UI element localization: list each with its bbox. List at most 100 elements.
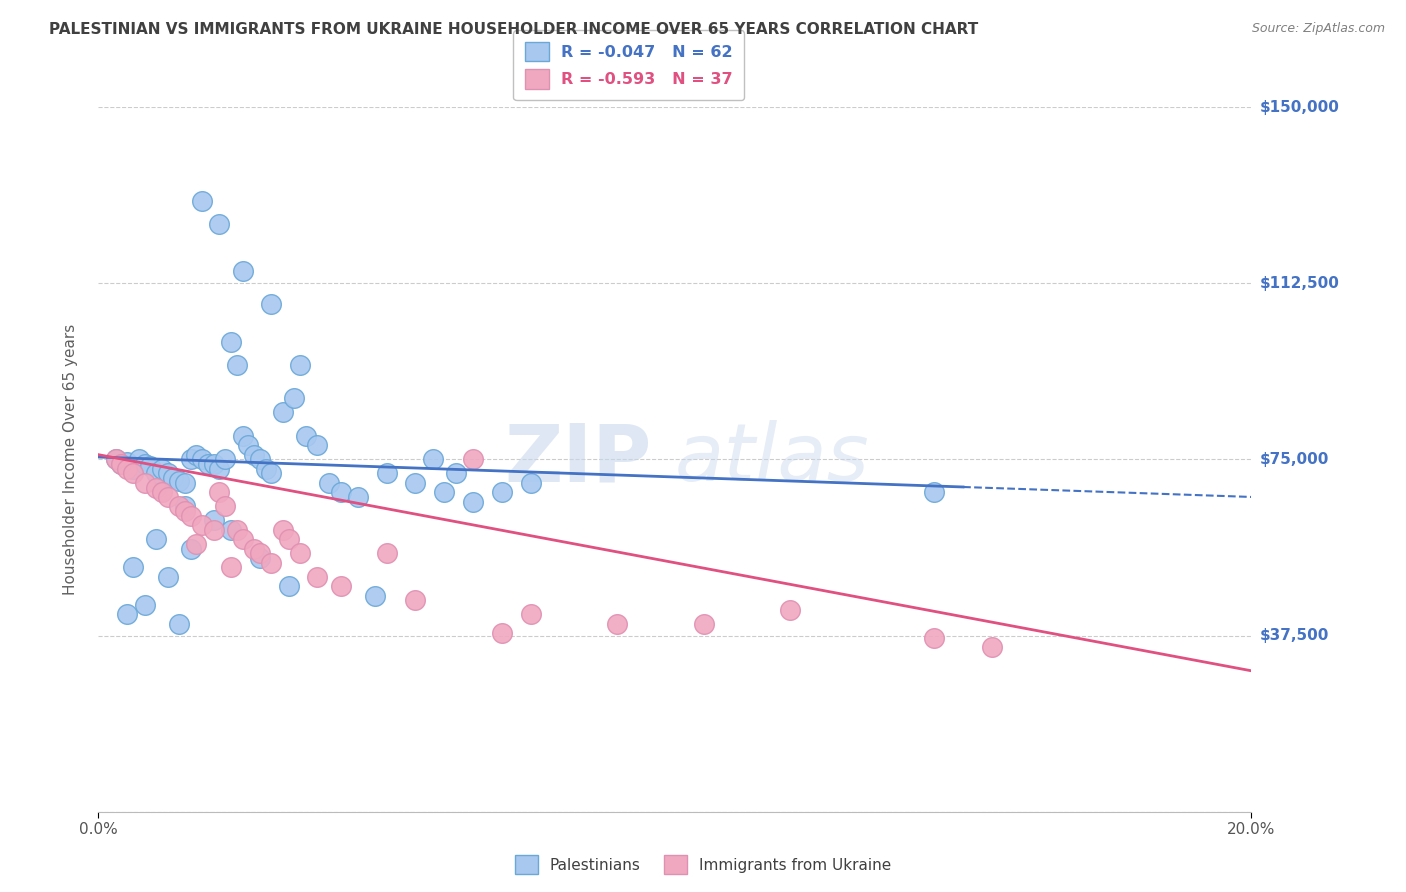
Point [329, 579, 352, 593]
Legend: Palestinians, Immigrants from Ukraine: Palestinians, Immigrants from Ukraine [509, 849, 897, 880]
Point [162, 471, 184, 485]
Point [375, 467, 398, 481]
Point [202, 457, 225, 471]
Point [122, 467, 145, 481]
Point [174, 475, 197, 490]
Point [243, 448, 266, 462]
Text: Source: ZipAtlas.com: Source: ZipAtlas.com [1251, 22, 1385, 36]
Point [208, 485, 231, 500]
Point [180, 452, 202, 467]
Point [307, 570, 329, 584]
Point [290, 546, 312, 560]
Point [202, 523, 225, 537]
Point [225, 359, 247, 373]
Text: PALESTINIAN VS IMMIGRANTS FROM UKRAINE HOUSEHOLDER INCOME OVER 65 YEARS CORRELAT: PALESTINIAN VS IMMIGRANTS FROM UKRAINE H… [49, 22, 979, 37]
Point [318, 475, 340, 490]
Point [924, 485, 946, 500]
Point [981, 640, 1004, 655]
Point [243, 541, 266, 556]
Point [122, 462, 145, 476]
Text: $37,500: $37,500 [1260, 628, 1329, 643]
Point [405, 475, 427, 490]
Point [283, 392, 305, 406]
Point [779, 603, 801, 617]
Point [191, 194, 214, 208]
Point [295, 429, 318, 443]
Point [197, 457, 219, 471]
Point [174, 500, 197, 514]
Point [117, 455, 139, 469]
Point [405, 593, 427, 607]
Point [208, 218, 231, 232]
Point [156, 490, 179, 504]
Point [150, 462, 173, 476]
Point [219, 560, 242, 574]
Point [375, 546, 398, 560]
Point [214, 452, 236, 467]
Point [606, 616, 628, 631]
Point [174, 504, 197, 518]
Point [422, 452, 444, 467]
Point [186, 537, 208, 551]
Point [364, 589, 387, 603]
Point [924, 631, 946, 645]
Point [271, 523, 294, 537]
Point [191, 518, 214, 533]
Point [463, 452, 485, 467]
Point [139, 459, 162, 474]
Point [110, 457, 132, 471]
Point [134, 475, 156, 490]
Point [491, 626, 513, 640]
Point [110, 457, 132, 471]
Point [145, 467, 167, 481]
Text: $150,000: $150,000 [1260, 100, 1340, 114]
Point [238, 438, 260, 452]
Point [347, 490, 370, 504]
Point [191, 452, 214, 467]
Y-axis label: Householder Income Over 65 years: Householder Income Over 65 years [63, 324, 77, 595]
Point [117, 607, 139, 622]
Point [167, 500, 190, 514]
Point [231, 429, 254, 443]
Point [231, 264, 254, 278]
Point [208, 462, 231, 476]
Point [128, 452, 150, 467]
Point [104, 452, 127, 467]
Point [249, 551, 271, 566]
Point [277, 579, 299, 593]
Point [214, 500, 236, 514]
Text: $75,000: $75,000 [1260, 452, 1329, 467]
Point [271, 405, 294, 419]
Point [167, 474, 190, 488]
Text: $112,500: $112,500 [1260, 276, 1340, 291]
Point [225, 523, 247, 537]
Point [260, 467, 283, 481]
Point [260, 297, 283, 311]
Point [433, 485, 456, 500]
Point [180, 508, 202, 523]
Point [156, 467, 179, 481]
Point [290, 359, 312, 373]
Point [180, 541, 202, 556]
Point [693, 616, 716, 631]
Point [231, 533, 254, 547]
Point [277, 533, 299, 547]
Point [219, 334, 242, 349]
Point [145, 481, 167, 495]
Point [104, 452, 127, 467]
Point [167, 616, 190, 631]
Point [520, 607, 543, 622]
Point [249, 546, 271, 560]
Text: ZIP: ZIP [505, 420, 652, 499]
Point [307, 438, 329, 452]
Point [122, 560, 145, 574]
Point [134, 457, 156, 471]
Point [249, 452, 271, 467]
Point [491, 485, 513, 500]
Point [444, 467, 467, 481]
Legend: R = -0.047   N = 62, R = -0.593   N = 37: R = -0.047 N = 62, R = -0.593 N = 37 [513, 30, 744, 100]
Point [202, 513, 225, 527]
Point [117, 462, 139, 476]
Point [145, 533, 167, 547]
Point [463, 494, 485, 508]
